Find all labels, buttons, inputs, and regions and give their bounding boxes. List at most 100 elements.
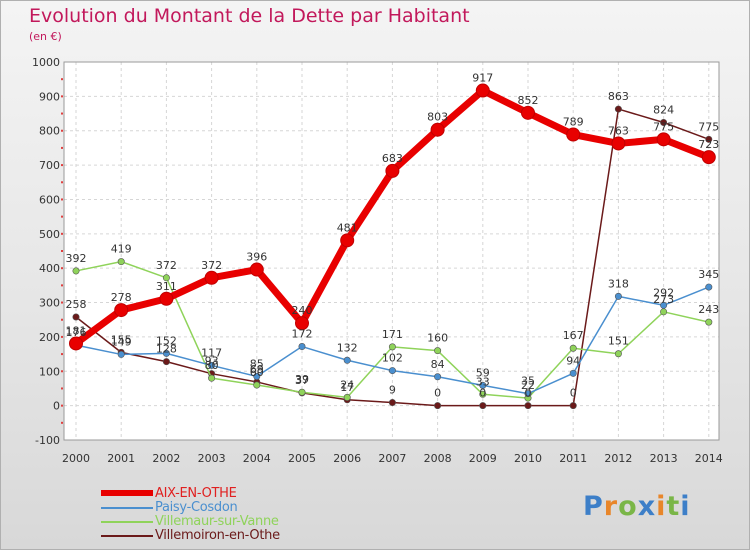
data-label: 176 (66, 326, 87, 339)
data-label: 258 (66, 298, 87, 311)
y-tick-label: 1000 (32, 56, 60, 69)
data-point (117, 350, 125, 358)
logo-letter: i (680, 491, 691, 522)
data-point (660, 118, 668, 126)
axis-tick-dot (61, 335, 63, 338)
data-point (569, 344, 577, 352)
data-point (656, 132, 671, 147)
y-tick-label: 400 (39, 262, 60, 275)
data-point (72, 267, 80, 275)
data-point (388, 343, 396, 351)
x-tick-label: 2000 (62, 452, 90, 465)
data-point (434, 347, 442, 355)
axis-tick-dot (61, 387, 63, 390)
x-tick-label: 2009 (469, 452, 497, 465)
data-point (249, 262, 264, 277)
data-point (524, 402, 532, 410)
data-label: 311 (156, 280, 177, 293)
data-label: 59 (476, 366, 490, 379)
logo-letter: r (603, 491, 619, 522)
data-point (475, 83, 490, 98)
data-point (701, 150, 716, 165)
data-point (385, 163, 400, 178)
data-point (434, 373, 442, 381)
legend-label: Villemoiron-en-Othe (155, 528, 280, 543)
data-point (159, 291, 174, 306)
data-label: 33 (476, 375, 490, 388)
data-point (253, 381, 261, 389)
legend-item-aix-en-othe[interactable]: AIX-EN-OTHE (101, 486, 361, 501)
data-label: 318 (608, 277, 629, 290)
legend-label: AIX-EN-OTHE (155, 486, 237, 501)
axis-tick-dot (61, 404, 63, 407)
y-tick-label: 100 (39, 365, 60, 378)
axis-tick-dot (61, 95, 63, 98)
logo-letter: i (656, 491, 667, 522)
data-label: 17 (340, 381, 354, 394)
data-label: 93 (205, 355, 219, 368)
data-point (208, 361, 216, 369)
axis-tick-dot (61, 129, 63, 132)
data-label: 0 (434, 387, 441, 400)
data-label: 683 (382, 152, 403, 165)
legend-item-villemaur-sur-vanne[interactable]: Villemaur-sur-Vanne (101, 514, 361, 529)
legend-item-villemoiron-en-othe[interactable]: Villemoiron-en-Othe (101, 528, 361, 543)
data-label: 149 (111, 335, 132, 348)
data-label: 392 (66, 252, 87, 265)
y-tick-label: 0 (53, 400, 60, 413)
data-point (69, 336, 83, 351)
legend-swatch (101, 490, 153, 496)
axis-tick-dot (61, 267, 63, 270)
data-point (298, 343, 306, 351)
data-point (162, 274, 170, 282)
y-tick-label: 600 (39, 193, 60, 206)
x-tick-label: 2007 (378, 452, 406, 465)
data-label: 181 (66, 324, 87, 337)
legend-item-paisy-cosdon[interactable]: Paisy-Cosdon (101, 500, 361, 515)
data-point (343, 356, 351, 364)
data-label: 102 (382, 352, 403, 365)
logo-letter: t (666, 491, 681, 522)
legend-swatch (101, 521, 153, 523)
legend-swatch (101, 535, 153, 537)
data-label: 152 (156, 334, 177, 347)
data-label: 481 (337, 221, 358, 234)
legend-swatch (101, 507, 153, 509)
data-point (524, 390, 532, 398)
data-label: 160 (427, 332, 448, 345)
data-point (569, 369, 577, 377)
data-point (614, 292, 622, 300)
axis-tick-dot (61, 164, 63, 167)
axis-tick-dot (61, 146, 63, 149)
data-label: 60 (250, 366, 264, 379)
y-tick-label: 500 (39, 228, 60, 241)
legend-label: Paisy-Cosdon (155, 500, 238, 515)
axis-tick-dot (61, 284, 63, 287)
data-point (705, 135, 713, 143)
data-label: 172 (292, 328, 313, 341)
chart-subtitle: (en €) (29, 30, 62, 43)
x-tick-label: 2002 (152, 452, 180, 465)
data-label: 132 (337, 341, 358, 354)
axis-tick-dot (61, 250, 63, 252)
data-label: 763 (608, 124, 629, 137)
y-tick-label: 800 (39, 125, 60, 138)
logo-letter: P (583, 491, 604, 522)
data-label: 273 (653, 293, 674, 306)
data-label: 35 (521, 375, 535, 388)
plot-area (64, 62, 719, 440)
x-tick-label: 2001 (107, 452, 135, 465)
y-tick-label: -100 (35, 434, 60, 447)
x-tick-label: 2013 (650, 452, 678, 465)
data-label: 128 (156, 343, 177, 356)
data-label: 824 (653, 103, 674, 116)
data-label: 240 (292, 304, 313, 317)
data-label: 803 (427, 111, 448, 124)
data-label: 155 (111, 333, 132, 346)
x-tick-label: 2005 (288, 452, 316, 465)
y-tick-label: 700 (39, 159, 60, 172)
data-point (479, 402, 487, 410)
data-point (162, 349, 170, 357)
x-tick-label: 2012 (604, 452, 632, 465)
